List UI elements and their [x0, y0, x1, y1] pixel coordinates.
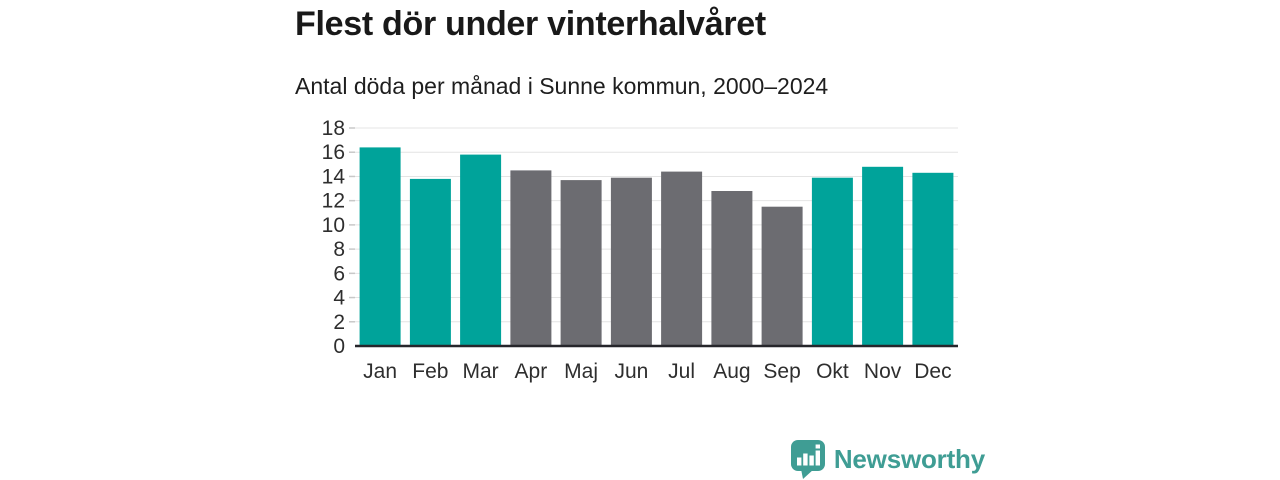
- speech-bubble-icon: [790, 440, 825, 479]
- graphic-content: Flest dör under vinterhalvåret Antal död…: [295, 0, 985, 479]
- x-tick-label-aug: Aug: [713, 360, 750, 383]
- newsworthy-logo-text: Newsworthy: [833, 444, 985, 474]
- y-tick-label-12: 12: [322, 190, 345, 213]
- x-tick-label-feb: Feb: [412, 360, 448, 383]
- bar-maj: [560, 180, 602, 346]
- chart-subtitle: Antal döda per månad i Sunne kommun, 200…: [295, 73, 829, 99]
- bar-jul: [661, 171, 703, 346]
- x-tick-label-mar: Mar: [463, 360, 499, 383]
- mini-bar-exclamation-dot: [815, 444, 820, 449]
- newsworthy-logo-icon: [790, 440, 825, 479]
- x-tick-label-okt: Okt: [816, 360, 849, 383]
- bar-apr: [510, 170, 552, 346]
- bar-mar: [460, 154, 502, 346]
- y-tick-label-16: 16: [322, 141, 345, 164]
- chart-title: Flest dör under vinterhalvåret: [295, 5, 766, 43]
- bar-nov: [862, 166, 904, 346]
- bar-dec: [912, 172, 954, 346]
- bar-jan: [359, 147, 401, 346]
- x-tick-label-dec: Dec: [914, 360, 951, 383]
- mini-bar-3: [809, 455, 814, 466]
- x-tick-label-jun: Jun: [614, 360, 648, 383]
- bar-aug: [711, 191, 753, 346]
- x-tick-label-jan: Jan: [363, 360, 397, 383]
- y-tick-label-14: 14: [322, 165, 346, 188]
- y-tick-label-6: 6: [333, 262, 345, 285]
- x-tick-label-maj: Maj: [564, 360, 598, 383]
- y-tick-label-18: 18: [322, 120, 345, 140]
- mini-bar-2: [803, 453, 808, 466]
- y-tick-label-4: 4: [333, 287, 345, 310]
- mini-bar-1: [796, 457, 802, 466]
- x-tick-label-jul: Jul: [668, 360, 695, 383]
- mini-bar-exclamation: [815, 450, 820, 466]
- y-tick-label-2: 2: [333, 311, 345, 334]
- y-tick-label-0: 0: [333, 335, 345, 358]
- x-tick-label-apr: Apr: [515, 360, 548, 383]
- bar-jun: [610, 177, 652, 346]
- y-tick-label-8: 8: [333, 238, 345, 261]
- y-tick-label-10: 10: [322, 214, 345, 237]
- bar-sep: [761, 206, 803, 346]
- x-tick-label-sep: Sep: [763, 360, 800, 383]
- x-tick-label-nov: Nov: [864, 360, 902, 383]
- bar-feb: [409, 178, 451, 346]
- logo-row: Newsworthy: [295, 439, 985, 479]
- bar-okt: [811, 177, 853, 346]
